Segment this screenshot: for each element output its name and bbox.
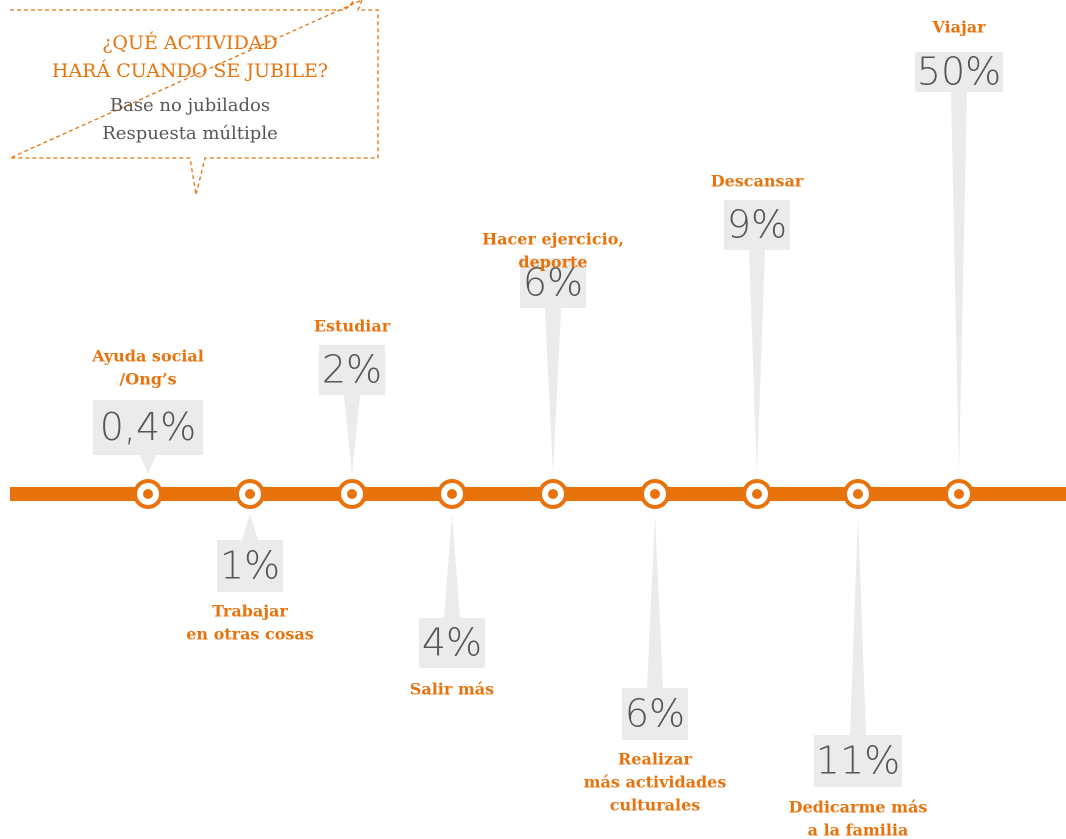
value-box: [520, 258, 586, 308]
pointer: [850, 514, 866, 735]
marker-dot: [752, 489, 762, 499]
value-box: [319, 345, 385, 395]
item-label: más actividades: [584, 773, 727, 792]
value-label: 2%: [322, 348, 382, 392]
value-label: 50%: [917, 50, 1001, 94]
item-label: Viajar: [931, 18, 986, 37]
item-label: Descansar: [711, 172, 804, 191]
marker-dot: [954, 489, 964, 499]
pointer: [344, 395, 360, 474]
value-box: [622, 688, 688, 740]
pointer: [545, 308, 561, 474]
item-label: en otras cosas: [186, 625, 314, 644]
value-label: 11%: [816, 739, 900, 783]
value-label: 6%: [625, 692, 685, 736]
item-label: Salir más: [410, 680, 494, 699]
item-label: Hacer ejercicio,: [482, 230, 624, 249]
item-label: culturales: [610, 796, 701, 815]
item-label: Realizar: [618, 750, 692, 769]
marker-dot: [143, 489, 153, 499]
item-label: a la familia: [808, 821, 909, 839]
value-box: [217, 540, 283, 592]
subtitle-line: Base no jubilados: [110, 95, 270, 116]
value-label: 1%: [220, 544, 280, 588]
value-box: [915, 52, 1003, 92]
pointer: [951, 92, 967, 474]
pointer: [647, 514, 663, 688]
marker-dot: [447, 489, 457, 499]
pointer: [140, 455, 156, 474]
value-label: 0,4%: [100, 405, 197, 449]
value-box: [93, 400, 203, 455]
title-line: HARÁ CUANDO SE JUBILE?: [52, 59, 328, 82]
value-label: 9%: [727, 203, 787, 247]
value-label: 6%: [523, 261, 583, 305]
pointer: [444, 514, 460, 618]
item-label: Estudiar: [314, 317, 391, 336]
marker-dot: [853, 489, 863, 499]
marker-dot: [245, 489, 255, 499]
marker-dot: [347, 489, 357, 499]
value-box: [724, 200, 790, 250]
subtitle-line: Respuesta múltiple: [102, 123, 277, 144]
pointer: [749, 250, 765, 474]
item-label: Ayuda social: [91, 347, 204, 366]
pointer: [242, 514, 258, 540]
item-label: Dedicarme más: [789, 798, 928, 817]
value-box: [814, 735, 902, 787]
item-label: deporte: [518, 253, 587, 272]
marker-dot: [548, 489, 558, 499]
marker-dot: [650, 489, 660, 499]
title-line: ¿QUÉ ACTIVIDAD: [102, 31, 278, 54]
value-box: [419, 618, 485, 668]
value-label: 4%: [422, 621, 482, 665]
item-label: Trabajar: [212, 602, 288, 621]
callout-box: [9, 0, 379, 196]
item-label: /Ong’s: [119, 370, 176, 389]
